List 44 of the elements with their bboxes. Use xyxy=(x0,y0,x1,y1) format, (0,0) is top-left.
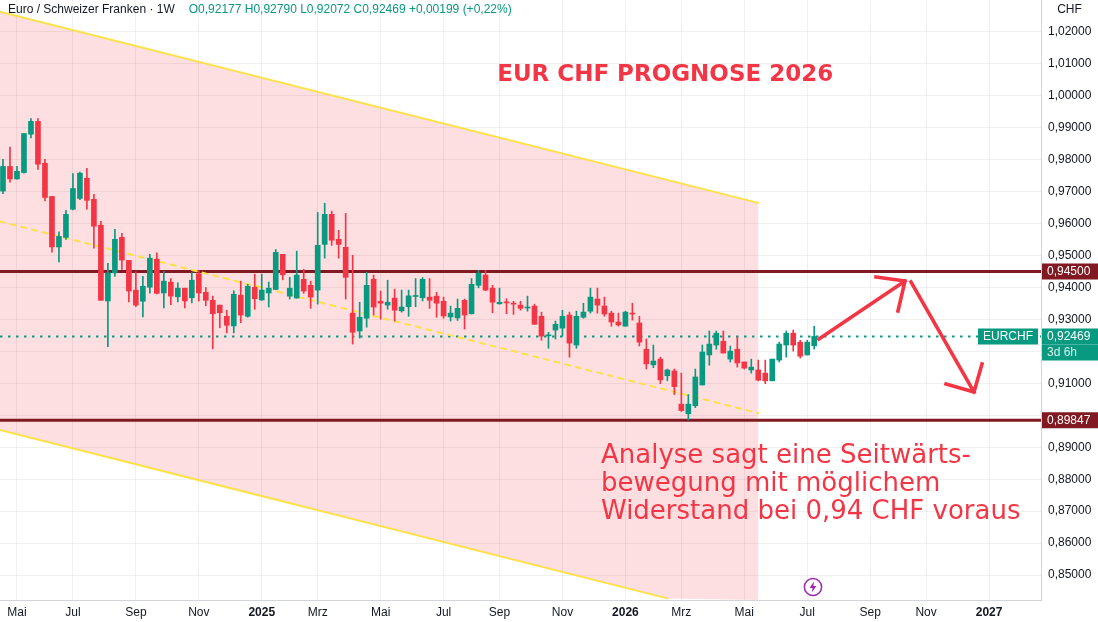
x-tick-label: Nov xyxy=(188,604,210,619)
x-tick-label: Mrz xyxy=(307,604,328,619)
ref-line-label: 0,94500 xyxy=(1047,263,1091,278)
ref-line-label: 0,92469 xyxy=(1047,328,1091,343)
x-tick-label: Jul xyxy=(65,604,81,619)
annotation: O0,92177 H0,92790 L0,92072 C0,92469 +0,00199 (+0,22%) xyxy=(188,2,512,17)
y-tick-label: 0,94000 xyxy=(1048,279,1092,294)
x-tick-label: Jul xyxy=(435,604,452,619)
y-tick-label: 0,91000 xyxy=(1048,375,1092,390)
y-tick-label: 0,93000 xyxy=(1048,311,1092,326)
text: EUR CHF PROGNOSE 2026 xyxy=(497,59,834,86)
x-tick-label: Nov xyxy=(551,604,574,619)
x-tick-label: Mai xyxy=(370,604,391,619)
y-tick-label: 0,88000 xyxy=(1048,471,1092,486)
x-tick-label: Jul xyxy=(799,604,815,619)
annotation: Analyse sagt eine Seitwärts- bewegung mit möglichem Widerstand bei 0,94 CHF voraus xyxy=(601,438,1021,525)
ref-line-label: 0,89847 xyxy=(1047,412,1091,427)
y-tick-label: 0,86000 xyxy=(1048,535,1092,550)
x-tick-label: Sep xyxy=(488,604,511,619)
annotation: EURCHF xyxy=(983,328,1033,343)
x-tick-label: 2026 xyxy=(612,604,640,619)
y-tick-label: 0,95000 xyxy=(1048,247,1092,262)
y-tick-label: 1,01000 xyxy=(1048,56,1092,71)
y-tick-label: 0,85000 xyxy=(1048,567,1092,582)
y-tick-label: 0,96000 xyxy=(1048,215,1092,230)
y-tick-label: 0,98000 xyxy=(1048,152,1092,167)
chart-subtitle: Euro / Schweizer Franken · 1W xyxy=(8,2,176,17)
y-tick-label: 0,87000 xyxy=(1048,503,1092,518)
x-tick-label: Sep xyxy=(125,604,147,619)
y-tick-label: 0,89000 xyxy=(1048,439,1092,454)
text: 3d 6h xyxy=(1047,344,1078,359)
x-tick-label: 2025 xyxy=(248,604,276,619)
y-tick-label: 0,99000 xyxy=(1048,120,1092,135)
x-tick-label: Mai xyxy=(7,604,27,619)
x-tick-label: Mai xyxy=(734,604,754,619)
x-tick-label: Mrz xyxy=(671,604,692,619)
y-tick-label: 1,02000 xyxy=(1048,24,1092,39)
y-tick-label: 1,00000 xyxy=(1048,88,1092,103)
candlestick xyxy=(748,358,755,374)
y-axis-title: CHF xyxy=(1057,2,1082,17)
x-tick-label: 2027 xyxy=(975,604,1003,619)
x-tick-label: Sep xyxy=(859,604,882,619)
x-tick-label: Nov xyxy=(915,604,937,619)
y-tick-label: 0,97000 xyxy=(1048,184,1092,199)
